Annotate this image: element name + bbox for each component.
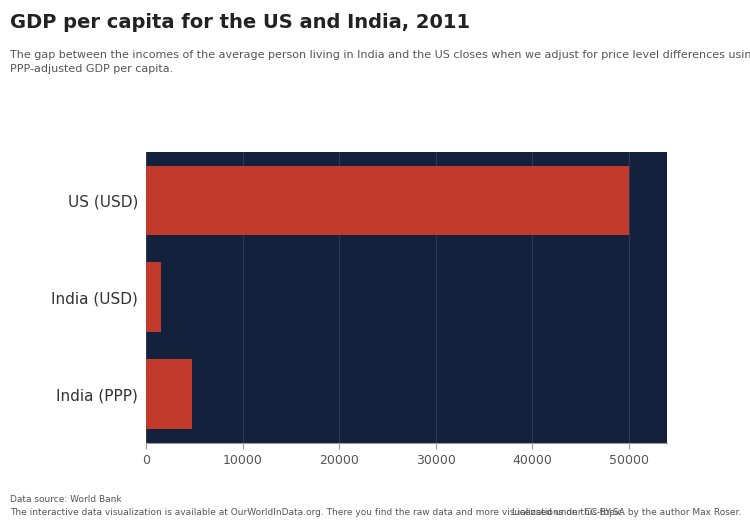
Text: Licensed under CC-BY-SA by the author Max Roser.: Licensed under CC-BY-SA by the author Ma…	[512, 508, 741, 517]
Text: Our World: Our World	[662, 18, 722, 28]
Text: in Data: in Data	[671, 37, 713, 47]
Bar	[146, 359, 192, 429]
Text: Data source: World Bank: Data source: World Bank	[10, 495, 122, 504]
Text: The interactive data visualization is available at OurWorldInData.org. There you: The interactive data visualization is av…	[10, 508, 625, 517]
Bar	[146, 166, 628, 235]
Bar	[146, 263, 160, 332]
Text: The gap between the incomes of the average person living in India and the US clo: The gap between the incomes of the avera…	[10, 50, 750, 74]
Text: GDP per capita for the US and India, 2011: GDP per capita for the US and India, 201…	[10, 13, 470, 32]
